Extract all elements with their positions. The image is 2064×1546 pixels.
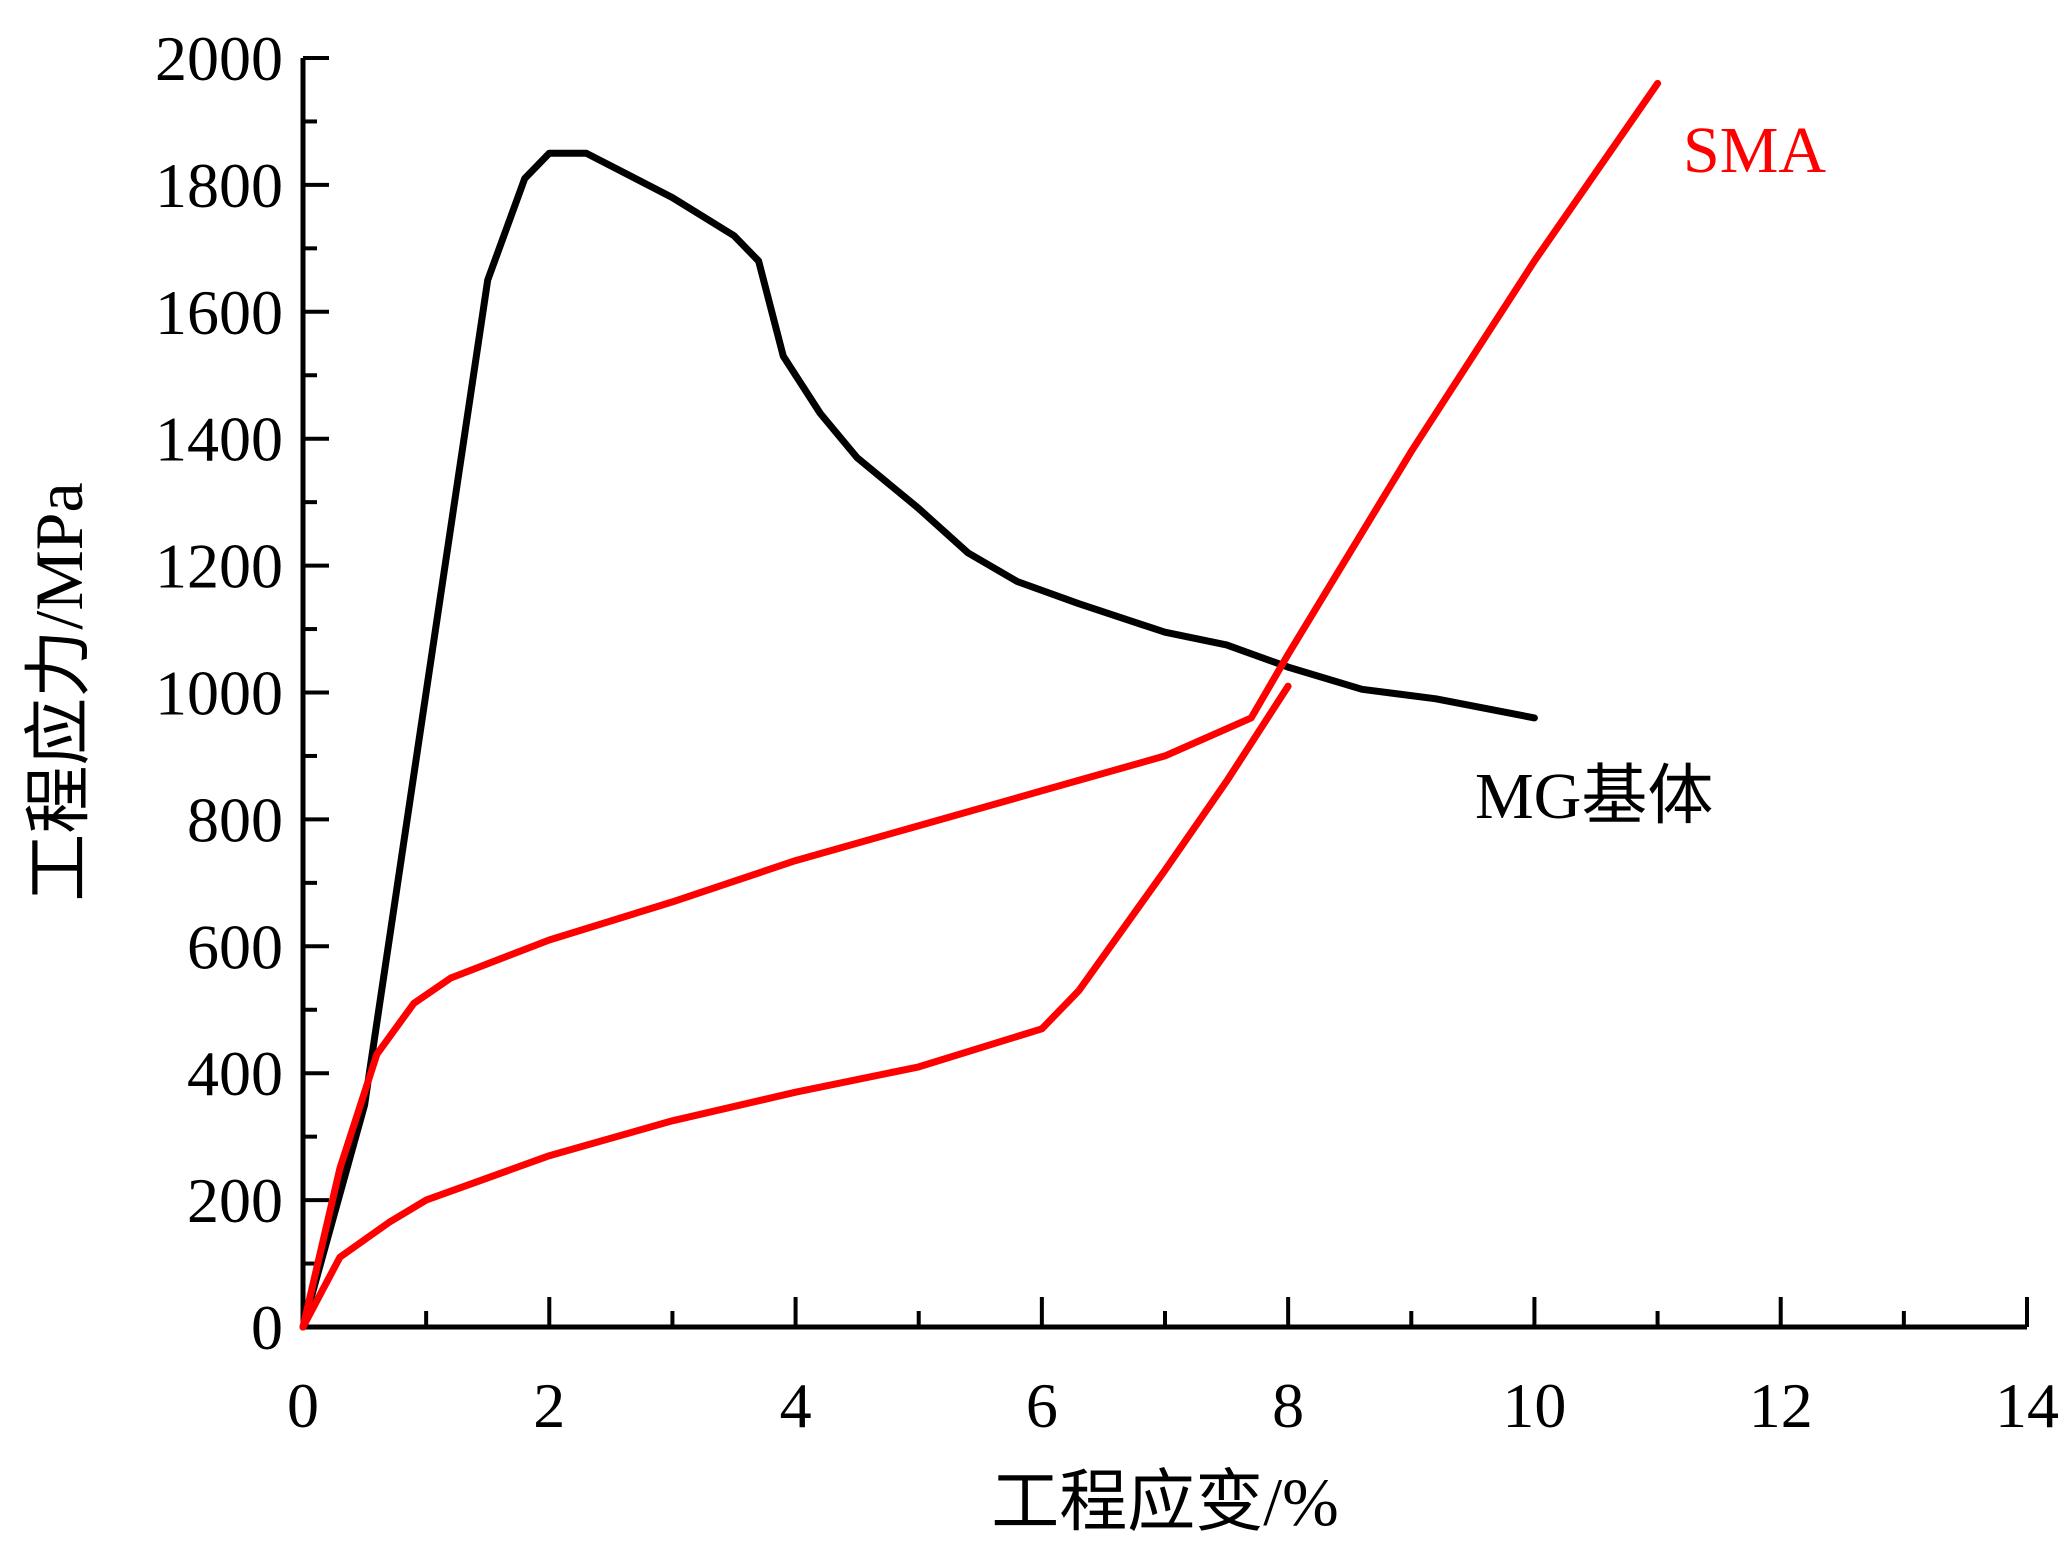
x-tick-label: 0	[287, 1370, 319, 1441]
axes: 0 2 4 6 8 10 12 14 0 200 400 600 800 1000 1200 1400 1600…	[155, 23, 2059, 1441]
annotation-sma: SMA	[1683, 114, 1826, 187]
y-axis-label: 工程应力/MPa	[21, 482, 97, 901]
x-tick-label: 10	[1502, 1370, 1566, 1441]
y-tick-label: 1000	[155, 658, 283, 729]
curves	[299, 79, 1662, 1331]
x-axis-label: 工程应变/%	[991, 1464, 1339, 1540]
series-line-mg	[299, 149, 1538, 1331]
y-tick-label: 400	[187, 1038, 283, 1109]
x-tick-label: 4	[780, 1370, 812, 1441]
x-tick-label: 14	[1995, 1370, 2059, 1441]
y-tick-label: 800	[187, 784, 283, 855]
series-line-sma-2	[299, 682, 1292, 1331]
y-tick-label: 600	[187, 911, 283, 982]
y-tick-label: 200	[187, 1165, 283, 1236]
y-tick-label: 0	[251, 1292, 283, 1363]
y-tick-label: 1200	[155, 531, 283, 602]
annotation-mg: MG基体	[1475, 760, 1713, 833]
x-tick-label: 2	[533, 1370, 565, 1441]
x-tick-label: 8	[1272, 1370, 1304, 1441]
x-tick-label: 12	[1749, 1370, 1813, 1441]
x-tick-label: 6	[1026, 1370, 1058, 1441]
y-tick-label: 1600	[155, 277, 283, 348]
y-tick-label: 1800	[155, 150, 283, 221]
series-line-sma-1	[299, 79, 1662, 1331]
y-tick-label: 2000	[155, 23, 283, 94]
y-tick-label: 1400	[155, 404, 283, 475]
